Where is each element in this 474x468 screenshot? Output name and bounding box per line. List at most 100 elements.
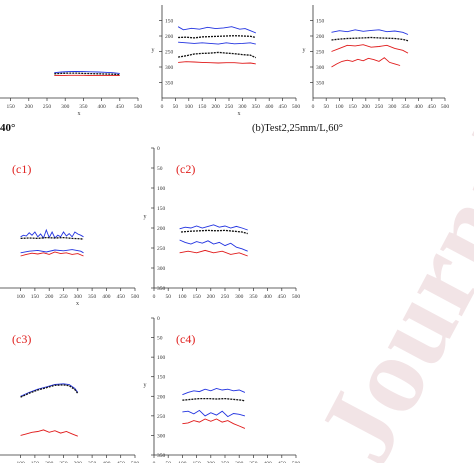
x-tick-label: 100 bbox=[16, 294, 25, 300]
y-tick-label: 350 bbox=[157, 453, 166, 459]
x-tick-label: 300 bbox=[238, 104, 247, 110]
x-tick-label: 300 bbox=[235, 294, 244, 300]
x-tick-label: 450 bbox=[116, 104, 125, 110]
series-line-upper bbox=[180, 240, 248, 251]
series-line-lower bbox=[180, 250, 248, 256]
caption-a-fragment: 40° bbox=[0, 122, 15, 134]
x-axis-label: x bbox=[238, 111, 241, 117]
x-tick-label: 0 bbox=[153, 294, 156, 300]
x-tick-label: 0 bbox=[312, 104, 315, 110]
caption-b: (b)Test2,25mm/L,60° bbox=[252, 123, 343, 134]
series-line-center bbox=[182, 399, 245, 401]
series-line-center bbox=[54, 73, 120, 75]
x-tick-label: 100 bbox=[178, 294, 187, 300]
y-tick-label: 0 bbox=[157, 146, 160, 152]
y-axis-label: y bbox=[303, 48, 306, 54]
x-tick-label: 450 bbox=[278, 104, 287, 110]
panel-label: (c2) bbox=[176, 162, 195, 176]
x-tick-label: 350 bbox=[88, 294, 97, 300]
y-tick-label: 100 bbox=[157, 186, 166, 192]
x-tick-label: 450 bbox=[428, 104, 437, 110]
y-tick-label: 200 bbox=[157, 226, 166, 232]
y-tick-label: 250 bbox=[316, 50, 325, 56]
x-tick-label: 450 bbox=[278, 294, 287, 300]
series-line-upper bbox=[21, 230, 84, 238]
series-line-lower bbox=[332, 58, 401, 67]
x-tick-label: 350 bbox=[252, 104, 261, 110]
x-tick-label: 150 bbox=[192, 294, 201, 300]
y-tick-label: 150 bbox=[316, 19, 325, 25]
x-tick-label: 50 bbox=[173, 104, 179, 110]
x-tick-label: 450 bbox=[117, 294, 126, 300]
y-tick-label: 300 bbox=[165, 65, 174, 71]
series-line-lower bbox=[182, 419, 245, 428]
x-tick-label: 200 bbox=[25, 104, 34, 110]
series-line-lower bbox=[178, 62, 256, 64]
x-tick-label: 100 bbox=[185, 104, 194, 110]
x-tick-label: 400 bbox=[97, 104, 106, 110]
series-line-upper bbox=[178, 27, 256, 33]
x-tick-label: 200 bbox=[211, 104, 220, 110]
series-line-lower bbox=[332, 45, 409, 53]
y-tick-label: 300 bbox=[157, 433, 166, 439]
x-axis-label: x bbox=[78, 111, 81, 117]
panel-label: (c1) bbox=[12, 162, 31, 176]
series-line-upper bbox=[182, 410, 245, 416]
x-tick-label: 150 bbox=[6, 104, 15, 110]
x-tick-label: 350 bbox=[249, 294, 258, 300]
y-tick-label: 300 bbox=[316, 65, 325, 71]
y-tick-label: 200 bbox=[316, 34, 325, 40]
series-line-upper bbox=[178, 42, 256, 44]
y-tick-label: 150 bbox=[157, 375, 166, 381]
x-tick-label: 0 bbox=[161, 104, 164, 110]
y-axis-label: y bbox=[152, 48, 155, 54]
x-tick-label: 300 bbox=[388, 104, 397, 110]
panel-label: (c4) bbox=[176, 332, 195, 346]
chart-c4: 0501001502002503003504004505000501001502… bbox=[144, 316, 301, 463]
series-line-upper bbox=[21, 384, 78, 397]
x-tick-label: 400 bbox=[265, 104, 274, 110]
x-tick-label: 400 bbox=[263, 294, 272, 300]
series-line-upper bbox=[182, 389, 245, 395]
series-line-center bbox=[178, 52, 256, 57]
x-tick-label: 500 bbox=[292, 294, 301, 300]
series-line-lower bbox=[21, 252, 84, 256]
x-tick-label: 300 bbox=[74, 294, 83, 300]
y-tick-label: 350 bbox=[157, 286, 166, 292]
y-tick-label: 250 bbox=[165, 50, 174, 56]
x-tick-label: 350 bbox=[79, 104, 88, 110]
y-axis-label: y bbox=[144, 383, 147, 389]
x-tick-label: 150 bbox=[198, 104, 207, 110]
x-tick-label: 250 bbox=[221, 294, 230, 300]
series-line-upper bbox=[21, 250, 84, 253]
y-tick-label: 350 bbox=[316, 81, 325, 87]
panel-label: (c3) bbox=[12, 332, 31, 346]
x-tick-label: 500 bbox=[292, 104, 301, 110]
x-tick-label: 200 bbox=[45, 294, 54, 300]
x-tick-label: 150 bbox=[348, 104, 357, 110]
x-tick-label: 200 bbox=[207, 294, 216, 300]
x-tick-label: 250 bbox=[59, 294, 68, 300]
series-line-center bbox=[332, 38, 409, 41]
y-tick-label: 350 bbox=[165, 81, 174, 87]
series-line-center bbox=[178, 36, 256, 38]
y-tick-label: 50 bbox=[157, 336, 163, 342]
y-tick-label: 250 bbox=[157, 414, 166, 420]
x-tick-label: 500 bbox=[131, 294, 140, 300]
x-tick-label: 50 bbox=[165, 294, 171, 300]
x-tick-label: 250 bbox=[43, 104, 52, 110]
y-tick-label: 300 bbox=[157, 266, 166, 272]
y-tick-label: 50 bbox=[157, 166, 163, 172]
y-axis-label: y bbox=[144, 214, 147, 220]
series-line-upper bbox=[180, 225, 248, 230]
y-tick-label: 0 bbox=[157, 316, 160, 322]
series-line-center bbox=[181, 230, 248, 233]
y-tick-label: 200 bbox=[157, 394, 166, 400]
